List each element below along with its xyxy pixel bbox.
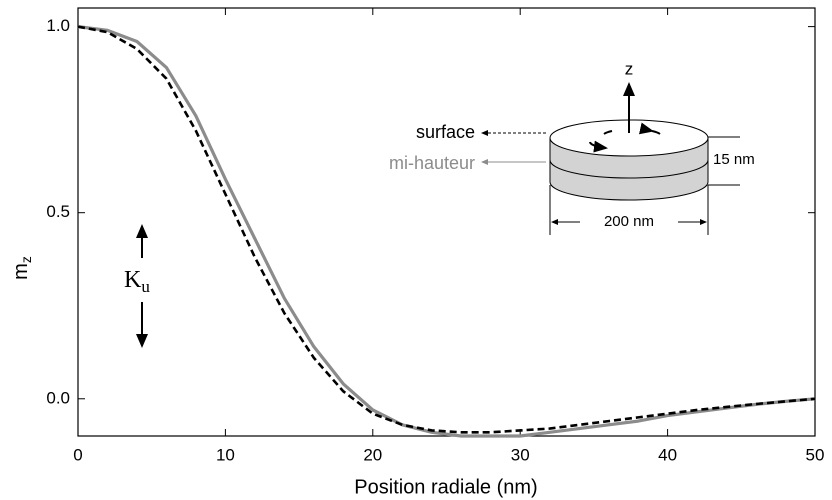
legend-label: mi-hauteur [389, 153, 475, 173]
y-axis-label-sub: z [18, 256, 34, 263]
x-tick-label: 40 [658, 445, 677, 464]
x-tick-label: 0 [73, 445, 82, 464]
x-axis-label: Position radiale (nm) [354, 476, 537, 498]
y-tick-label: 0.0 [46, 388, 70, 407]
x-tick-label: 20 [363, 445, 382, 464]
series-line [77, 25, 816, 434]
inset-diagram [481, 82, 740, 235]
swirl [638, 122, 661, 135]
anisotropy-label: Ku [124, 267, 150, 296]
thickness-label: 15 nm [713, 151, 755, 168]
y-axis-label: mz [10, 256, 33, 280]
anisotropy-main: K [124, 267, 142, 293]
y-tick-label: 0.5 [46, 202, 70, 221]
series-line [77, 25, 816, 438]
x-tick-label: 10 [216, 445, 235, 464]
plot-frame [77, 7, 816, 437]
z-label: z [625, 59, 634, 78]
x-tick-label: 50 [806, 445, 825, 464]
disk-mid [549, 159, 709, 179]
y-axis-label-main: m [10, 263, 32, 280]
x-tick-label: 30 [511, 445, 530, 464]
legend-label: surface [416, 122, 475, 142]
diameter-label: 200 nm [604, 213, 654, 230]
anisotropy-sub: u [141, 277, 150, 296]
swirl [589, 140, 608, 153]
y-tick-label: 1.0 [46, 16, 70, 35]
swirl [603, 130, 613, 135]
